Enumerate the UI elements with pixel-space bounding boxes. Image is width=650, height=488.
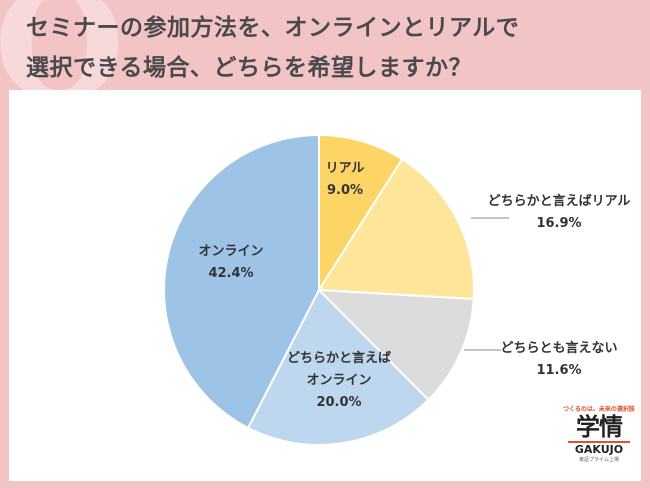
pie-slice-2	[316, 288, 475, 402]
logo-tagline: つくるのは、未来の選択肢	[563, 406, 635, 413]
chart-panel: リアル 9.0% どちらかと言えばリアル 16.9% どちらとも言えない 11.6% どちら…	[9, 90, 641, 481]
logo-footer: 東証プライム上場	[579, 457, 619, 463]
pie-slice-1	[317, 157, 475, 301]
slice-value-0: 9.0%	[327, 183, 363, 198]
slice-label-4: オンライン	[198, 244, 263, 259]
slice-label-3: オンライン	[306, 373, 371, 388]
pie-slice-0	[318, 133, 404, 294]
pie-slice-3	[246, 288, 430, 446]
page-title: セミナーの参加方法を、オンラインとリアルで 選択できる場合、どちらを希望しますか…	[26, 8, 626, 88]
slice-labels: リアル 9.0% どちらかと言えばリアル 16.9% どちらとも言えない 11.6% どちら…	[198, 161, 630, 410]
logo-romaji: GAKUJO	[568, 441, 630, 456]
leader-lines	[464, 217, 509, 351]
slice-value-4: 42.4%	[208, 266, 253, 281]
gakujo-logo: つくるのは、未来の選択肢 学情 GAKUJO 東証プライム上場	[560, 404, 638, 480]
slice-label-1: どちらかと言えばリアル	[488, 193, 631, 209]
slice-label-3: どちらかと言えば	[287, 350, 391, 366]
title-line-1: セミナーの参加方法を、オンラインとリアルで	[26, 15, 520, 41]
pie-slice-4	[163, 133, 320, 430]
slice-value-3: 20.0%	[316, 395, 361, 410]
slice-value-1: 16.9%	[536, 216, 581, 231]
title-line-2: 選択できる場合、どちらを希望しますか？	[26, 55, 473, 81]
slice-label-0: リアル	[326, 161, 365, 176]
logo-name: 学情	[576, 413, 623, 441]
slice-value-2: 11.6%	[536, 363, 581, 378]
pie-slices	[163, 133, 475, 446]
pie-chart: リアル 9.0% どちらかと言えばリアル 16.9% どちらとも言えない 11.6% どちら…	[163, 133, 630, 446]
slice-label-2: どちらとも言えない	[500, 340, 617, 356]
